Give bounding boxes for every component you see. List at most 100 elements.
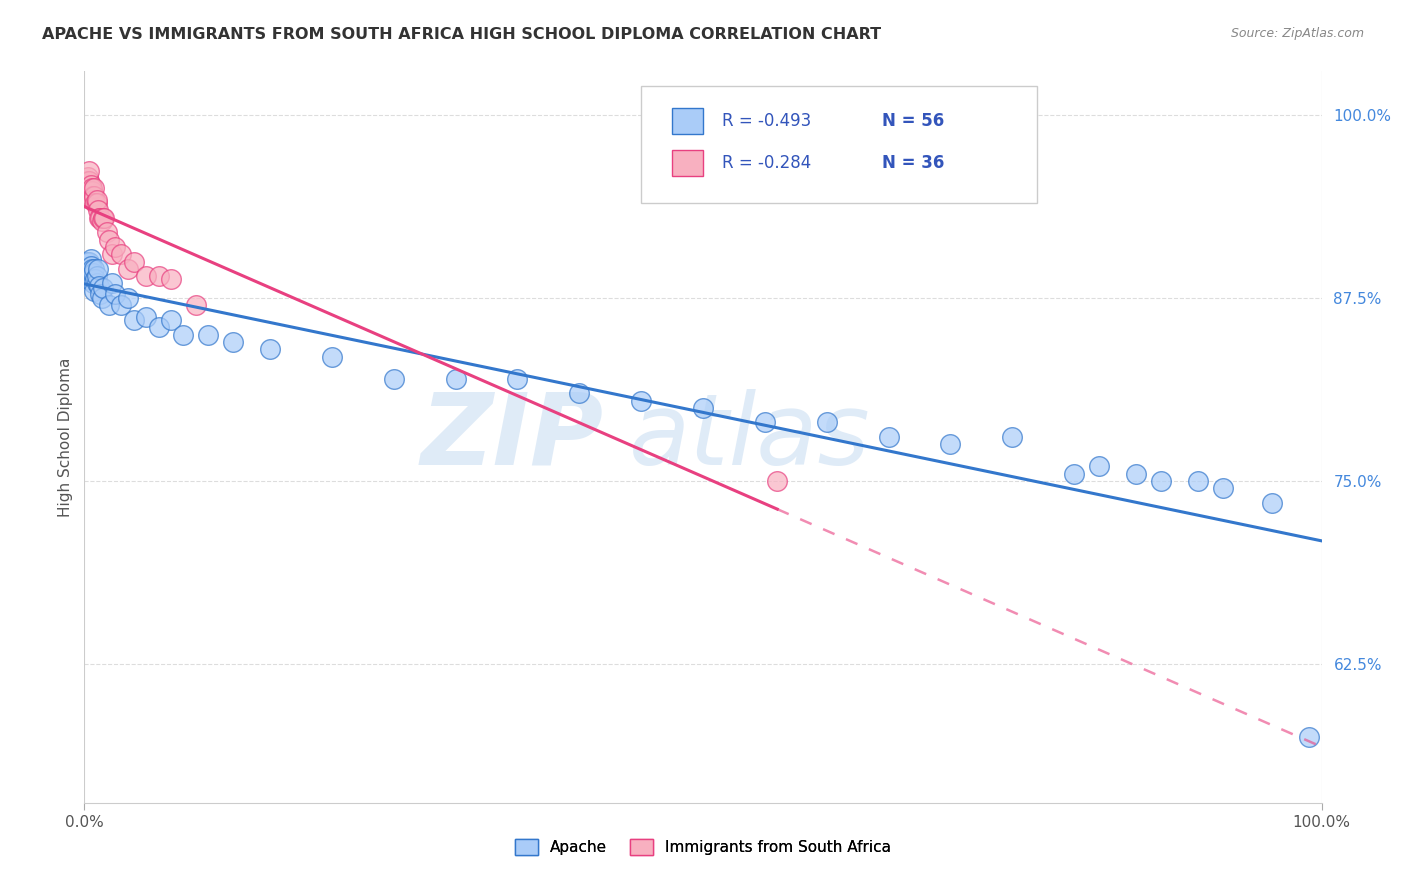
Point (98, 233, 121, 247)
Point (939, 437, 962, 451)
Y-axis label: High School Diploma: High School Diploma (58, 358, 73, 516)
Point (160, 272, 183, 286)
Point (91, 281, 114, 295)
Point (82, 277, 104, 291)
Point (89, 286, 111, 301)
Point (1212, 481, 1234, 495)
Point (382, 371, 405, 385)
Point (122, 313, 145, 327)
Point (117, 261, 139, 276)
Point (84, 272, 107, 286)
Point (1125, 467, 1147, 481)
Point (82, 193, 104, 207)
Point (754, 416, 776, 430)
Point (76, 269, 98, 284)
Text: R = -0.493: R = -0.493 (721, 112, 811, 130)
Point (86, 193, 108, 207)
Point (135, 269, 157, 284)
Point (117, 291, 139, 305)
Point (1063, 467, 1085, 481)
Point (79, 259, 101, 273)
Point (110, 298, 132, 312)
Point (79, 164, 101, 178)
Point (77, 265, 100, 279)
Point (568, 386, 591, 401)
Point (1261, 496, 1284, 510)
Legend: Apache, Immigrants from South Africa: Apache, Immigrants from South Africa (509, 833, 897, 861)
Text: Source: ZipAtlas.com: Source: ZipAtlas.com (1230, 27, 1364, 40)
Point (160, 313, 183, 327)
Point (506, 371, 529, 385)
Point (104, 286, 127, 301)
Point (1298, 730, 1320, 744)
Point (79, 174, 101, 188)
Point (86, 269, 108, 284)
Point (79, 252, 101, 266)
Point (172, 327, 194, 342)
Point (90, 291, 112, 305)
Text: atlas: atlas (628, 389, 870, 485)
Point (79, 261, 101, 276)
Point (80, 261, 103, 276)
Point (89, 211, 111, 225)
Point (76, 254, 98, 268)
Point (83, 261, 105, 276)
Point (766, 474, 789, 488)
Point (76, 181, 98, 195)
Point (75, 181, 97, 195)
Text: ZIP: ZIP (420, 389, 605, 485)
Point (815, 416, 838, 430)
Point (83, 284, 105, 298)
Point (84, 196, 107, 211)
Point (87, 203, 110, 218)
Point (148, 320, 170, 334)
Point (90, 213, 112, 227)
Point (82, 266, 104, 280)
Point (75, 261, 97, 276)
Point (91, 211, 114, 225)
Point (82, 188, 104, 202)
Point (76, 174, 98, 188)
Point (98, 298, 121, 312)
Point (79, 184, 101, 198)
Point (104, 240, 127, 254)
Point (100, 277, 122, 291)
Text: N = 36: N = 36 (883, 153, 945, 172)
Point (79, 178, 101, 193)
Point (79, 254, 101, 268)
Point (77, 272, 100, 286)
Point (184, 298, 207, 312)
Point (197, 327, 219, 342)
Point (222, 334, 245, 349)
Point (80, 184, 103, 198)
Point (87, 261, 110, 276)
Point (135, 310, 157, 325)
Point (77, 174, 100, 188)
Point (77, 169, 100, 184)
Point (321, 350, 343, 364)
Point (93, 211, 115, 225)
Point (1187, 474, 1209, 488)
FancyBboxPatch shape (641, 86, 1038, 203)
Point (86, 196, 108, 211)
Point (110, 247, 132, 261)
Text: APACHE VS IMMIGRANTS FROM SOUTH AFRICA HIGH SCHOOL DIPLOMA CORRELATION CHART: APACHE VS IMMIGRANTS FROM SOUTH AFRICA H… (42, 27, 882, 42)
Point (86, 277, 108, 291)
Point (100, 247, 122, 261)
Point (444, 371, 467, 385)
Point (83, 181, 105, 195)
Point (122, 254, 145, 268)
Point (80, 181, 103, 195)
Point (1150, 474, 1173, 488)
Point (89, 211, 111, 225)
Point (89, 279, 111, 293)
Point (259, 343, 281, 357)
Text: N = 56: N = 56 (883, 112, 945, 130)
Point (630, 393, 652, 408)
FancyBboxPatch shape (672, 108, 703, 135)
Point (692, 401, 714, 415)
Point (148, 269, 170, 284)
Text: R = -0.284: R = -0.284 (721, 153, 811, 172)
Point (1001, 430, 1024, 444)
Point (877, 430, 900, 444)
